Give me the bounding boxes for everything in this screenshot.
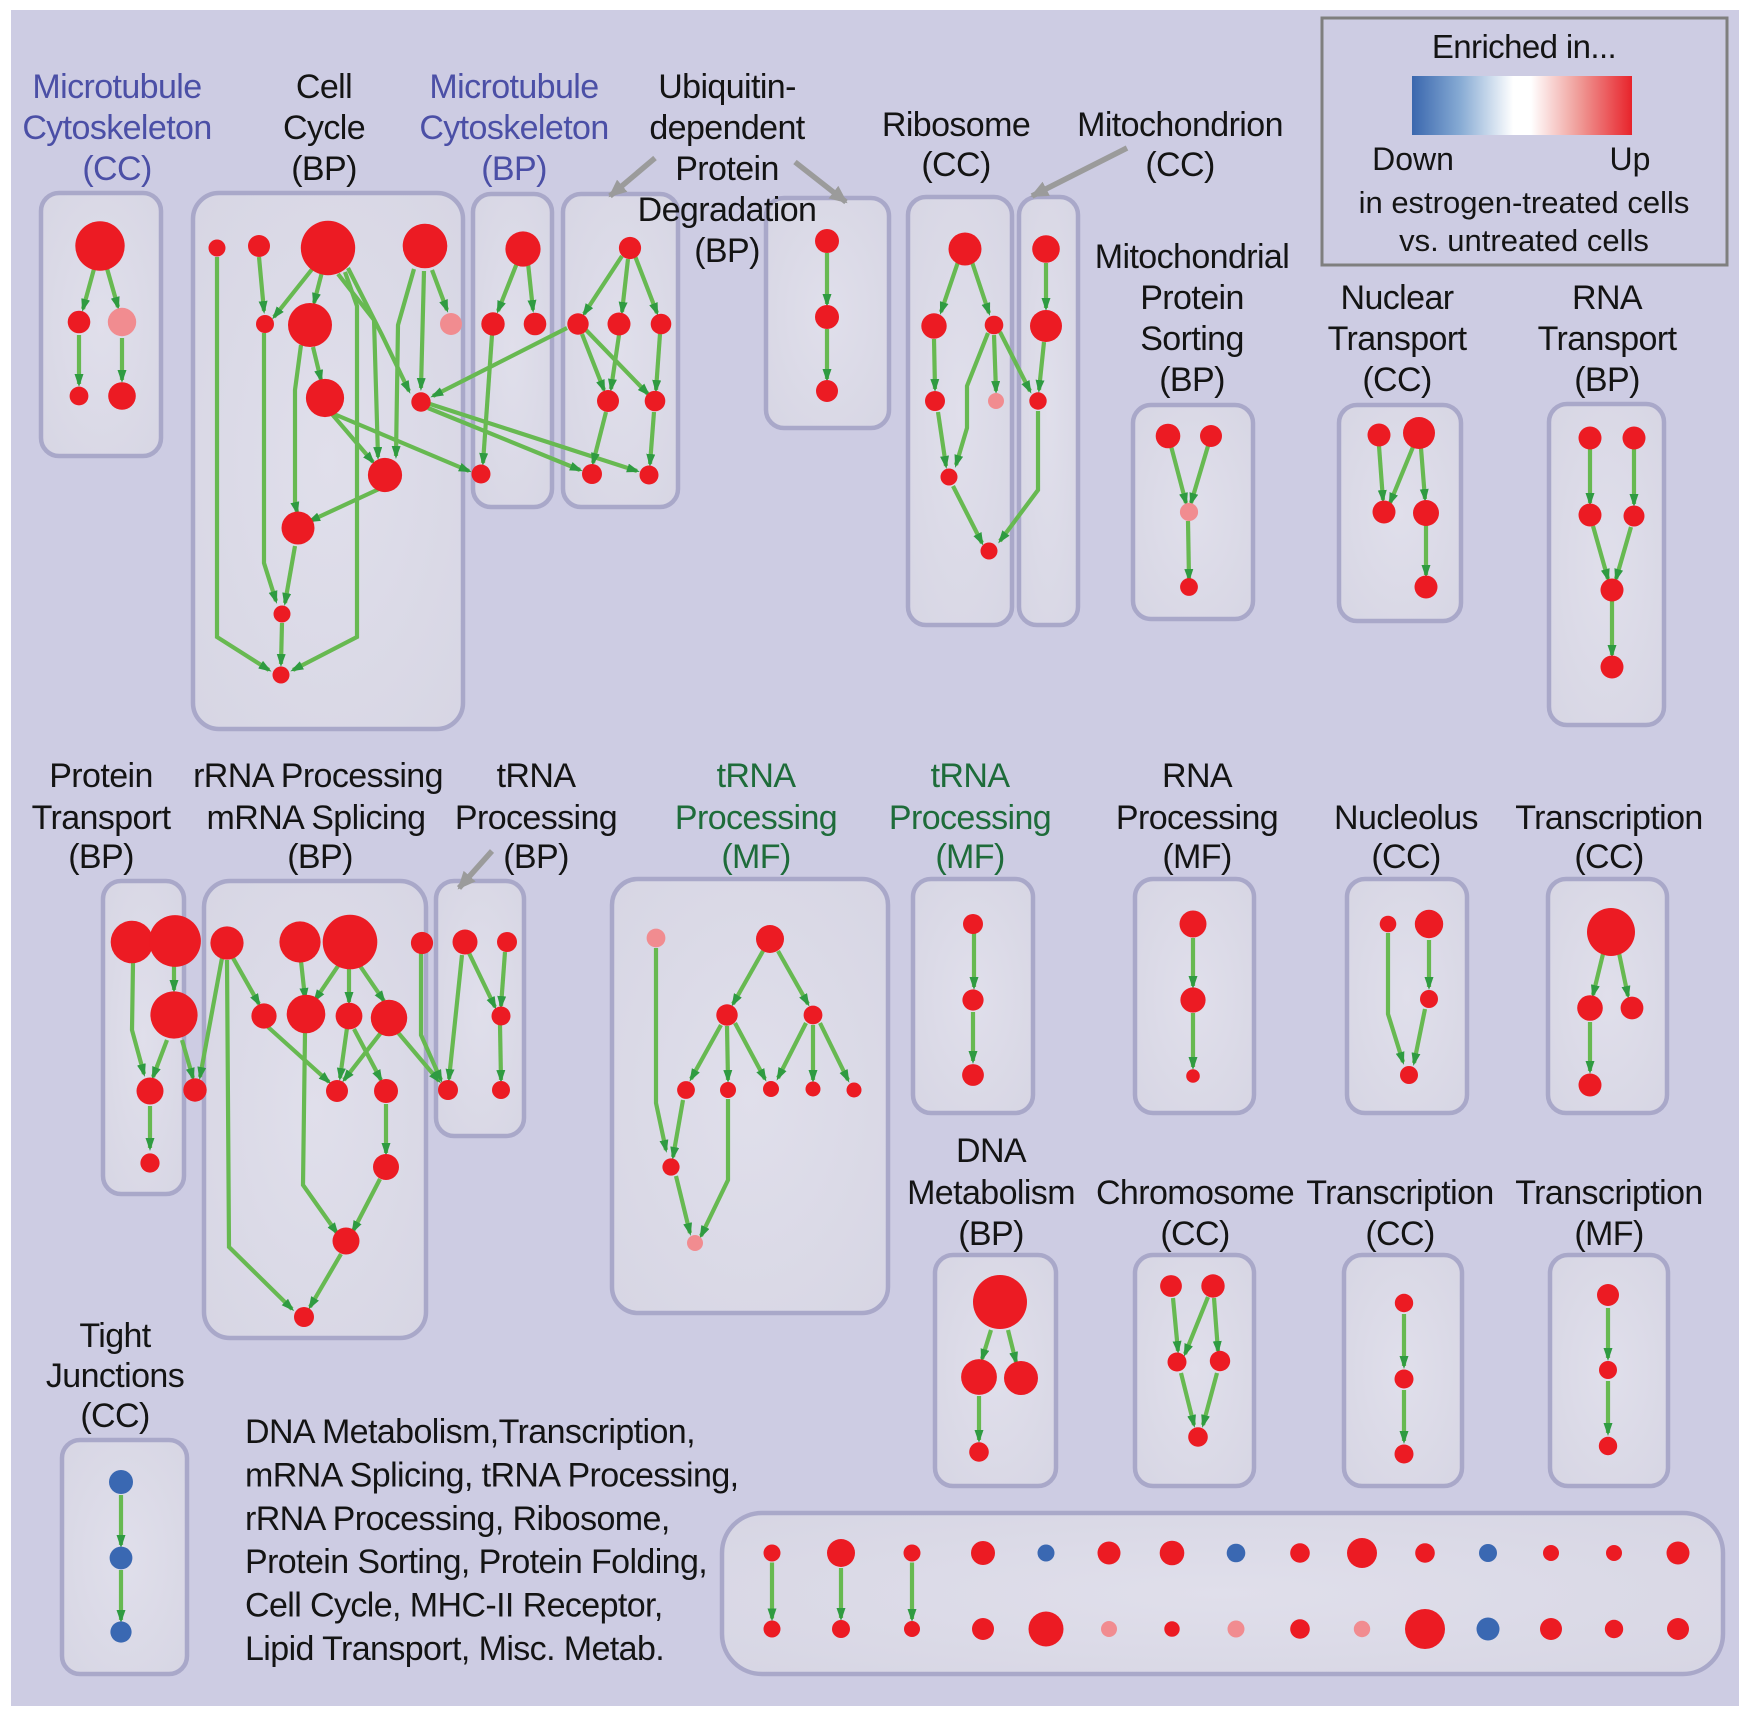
svg-text:(BP): (BP) bbox=[1574, 361, 1640, 399]
svg-text:Cycle: Cycle bbox=[283, 109, 365, 147]
svg-text:(BP): (BP) bbox=[291, 150, 357, 188]
svg-text:Transcription: Transcription bbox=[1515, 799, 1702, 837]
svg-text:Enriched in...: Enriched in... bbox=[1432, 28, 1616, 65]
svg-text:Chromosome: Chromosome bbox=[1096, 1174, 1294, 1212]
svg-text:(BP): (BP) bbox=[287, 838, 353, 876]
svg-text:Nuclear: Nuclear bbox=[1341, 279, 1454, 317]
svg-text:Degradation: Degradation bbox=[638, 191, 817, 229]
svg-text:Cell Cycle, MHC-II Receptor,: Cell Cycle, MHC-II Receptor, bbox=[245, 1587, 663, 1625]
svg-text:(CC): (CC) bbox=[1371, 838, 1440, 876]
svg-text:Cell: Cell bbox=[296, 68, 352, 106]
svg-text:Protein Sorting, Protein Foldi: Protein Sorting, Protein Folding, bbox=[245, 1543, 707, 1581]
svg-text:Mitochondrion: Mitochondrion bbox=[1077, 106, 1283, 144]
svg-text:Processing: Processing bbox=[675, 799, 837, 837]
svg-text:Cytoskeleton: Cytoskeleton bbox=[419, 109, 608, 147]
svg-text:Ubiquitin-: Ubiquitin- bbox=[658, 68, 796, 106]
svg-text:Cytoskeleton: Cytoskeleton bbox=[22, 109, 211, 147]
svg-text:Transport: Transport bbox=[1538, 320, 1678, 358]
svg-text:in estrogen-treated cells: in estrogen-treated cells bbox=[1359, 185, 1690, 220]
svg-text:RNA: RNA bbox=[1572, 279, 1643, 317]
svg-text:(CC): (CC) bbox=[1145, 146, 1214, 184]
svg-text:(CC): (CC) bbox=[921, 146, 990, 184]
svg-text:(BP): (BP) bbox=[68, 838, 134, 876]
svg-text:(MF): (MF) bbox=[721, 838, 790, 876]
svg-text:(BP): (BP) bbox=[481, 150, 547, 188]
svg-text:Metabolism: Metabolism bbox=[907, 1174, 1075, 1212]
svg-text:Processing: Processing bbox=[1116, 799, 1278, 837]
svg-text:(CC): (CC) bbox=[80, 1397, 149, 1435]
svg-text:tRNA: tRNA bbox=[717, 757, 797, 795]
svg-text:(BP): (BP) bbox=[503, 838, 569, 876]
svg-text:Protein: Protein bbox=[49, 757, 153, 795]
svg-text:rRNA Processing, Ribosome,: rRNA Processing, Ribosome, bbox=[245, 1500, 670, 1538]
svg-text:Processing: Processing bbox=[889, 799, 1051, 837]
svg-text:Processing: Processing bbox=[455, 799, 617, 837]
svg-text:Ribosome: Ribosome bbox=[882, 106, 1030, 144]
svg-text:Nucleolus: Nucleolus bbox=[1334, 799, 1478, 837]
svg-text:Sorting: Sorting bbox=[1140, 320, 1244, 358]
svg-text:dependent: dependent bbox=[649, 109, 805, 147]
svg-text:(MF): (MF) bbox=[1162, 838, 1231, 876]
svg-text:tRNA: tRNA bbox=[931, 757, 1011, 795]
svg-text:(BP): (BP) bbox=[694, 232, 760, 270]
svg-text:vs. untreated cells: vs. untreated cells bbox=[1399, 223, 1649, 258]
svg-text:Microtubule: Microtubule bbox=[429, 68, 598, 106]
svg-text:(CC): (CC) bbox=[1362, 361, 1431, 399]
svg-text:Transcription: Transcription bbox=[1306, 1174, 1493, 1212]
svg-text:rRNA Processing: rRNA Processing bbox=[193, 757, 443, 795]
svg-text:(CC): (CC) bbox=[1365, 1215, 1434, 1253]
svg-text:(CC): (CC) bbox=[1160, 1215, 1229, 1253]
svg-text:(BP): (BP) bbox=[958, 1215, 1024, 1253]
svg-text:Mitochondrial: Mitochondrial bbox=[1095, 238, 1289, 276]
svg-text:DNA: DNA bbox=[956, 1132, 1027, 1170]
svg-text:(MF): (MF) bbox=[935, 838, 1004, 876]
svg-text:DNA Metabolism,Transcription,: DNA Metabolism,Transcription, bbox=[245, 1413, 695, 1451]
svg-text:(CC): (CC) bbox=[82, 150, 151, 188]
svg-text:Tight: Tight bbox=[79, 1317, 151, 1355]
svg-text:Microtubule: Microtubule bbox=[32, 68, 201, 106]
svg-text:(MF): (MF) bbox=[1574, 1215, 1643, 1253]
svg-text:mRNA Splicing, tRNA Processing: mRNA Splicing, tRNA Processing, bbox=[245, 1456, 738, 1494]
svg-text:Transport: Transport bbox=[32, 799, 172, 837]
svg-text:Junctions: Junctions bbox=[46, 1357, 184, 1395]
svg-text:Lipid Transport, Misc. Metab.: Lipid Transport, Misc. Metab. bbox=[245, 1630, 664, 1668]
svg-text:Transport: Transport bbox=[1328, 320, 1468, 358]
svg-text:Protein: Protein bbox=[675, 150, 779, 188]
svg-text:RNA: RNA bbox=[1162, 757, 1233, 795]
svg-text:(CC): (CC) bbox=[1574, 838, 1643, 876]
svg-text:tRNA: tRNA bbox=[497, 757, 577, 795]
svg-text:(BP): (BP) bbox=[1159, 361, 1225, 399]
svg-text:mRNA Splicing: mRNA Splicing bbox=[207, 799, 426, 837]
svg-text:Up: Up bbox=[1610, 141, 1651, 177]
svg-text:Down: Down bbox=[1372, 141, 1454, 177]
svg-text:Protein: Protein bbox=[1140, 279, 1244, 317]
svg-text:Transcription: Transcription bbox=[1515, 1174, 1702, 1212]
